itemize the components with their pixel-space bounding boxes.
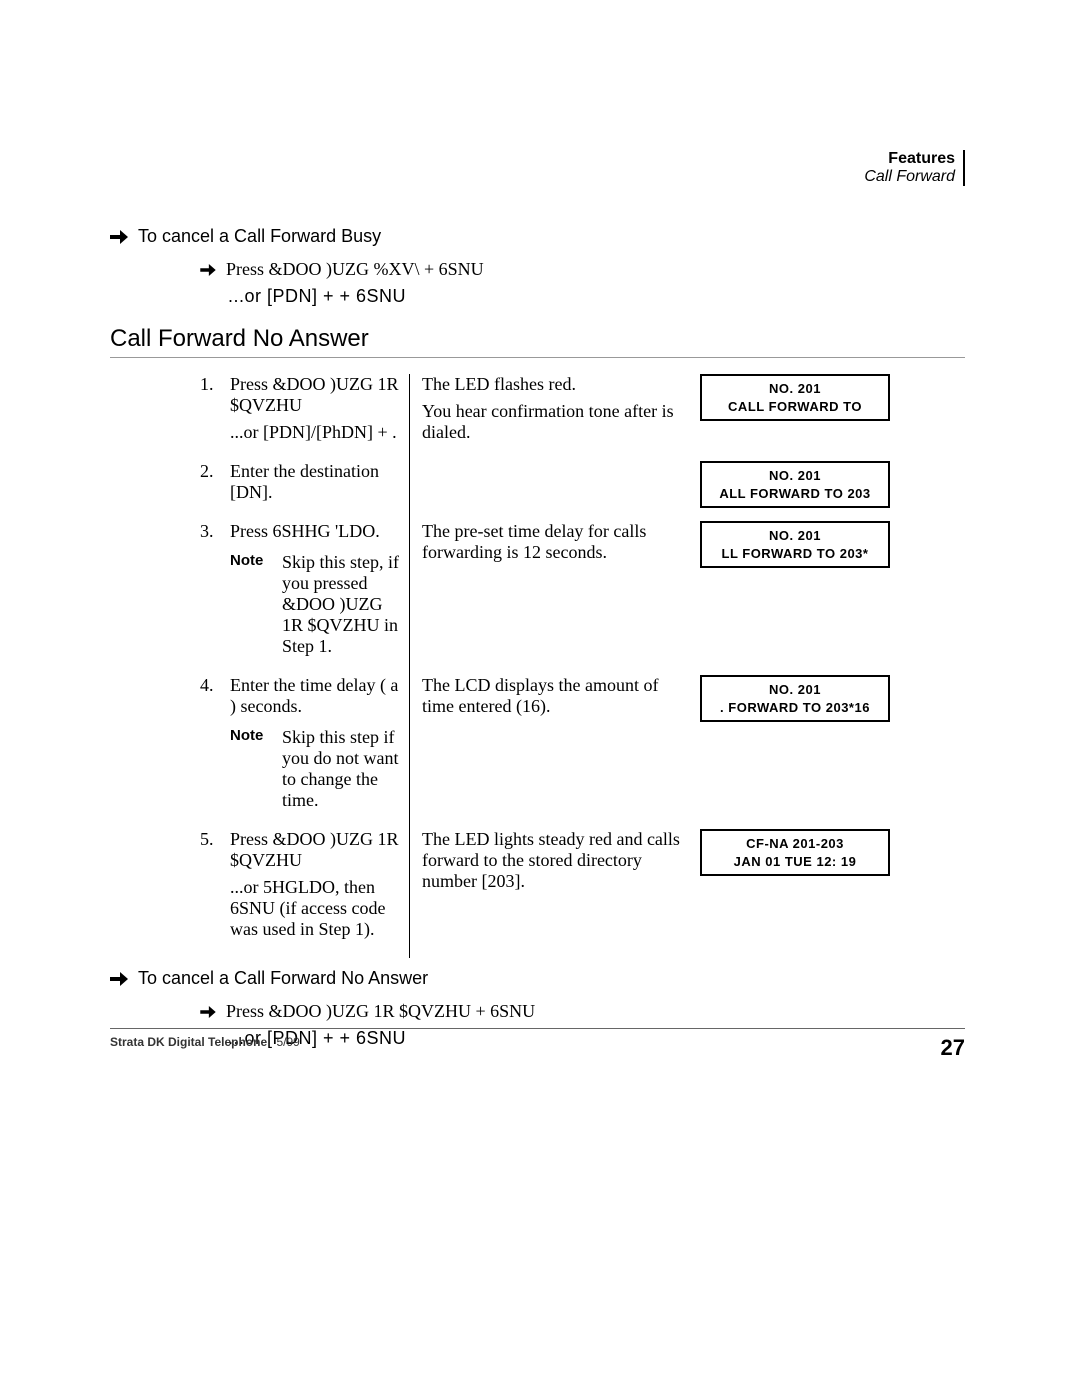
step-5-action-b: ...or 5HGLDO, then 6SNU (if access code … <box>230 877 399 940</box>
step-4-note-text: Skip this step if you do not want to cha… <box>282 727 399 811</box>
cancel-na-step: Press &DOO )UZG 1R $QVZHU + 6SNU <box>200 1001 965 1022</box>
step-3-note-text: Skip this step, if you pressed &DOO )UZG… <box>282 552 399 657</box>
step-4-result: The LCD displays the amount of time ente… <box>410 675 690 735</box>
step-1-num: 1. <box>200 374 230 395</box>
arrow-icon <box>110 972 128 986</box>
page-header: Features Call Forward <box>110 150 965 186</box>
step-4-note: Note Skip this step if you do not want t… <box>230 727 399 811</box>
step-3: 3. Press 6SHHG 'LDO. Note Skip this step… <box>200 521 960 675</box>
step-5-result: The LED lights steady red and calls forw… <box>410 829 690 910</box>
step-5-action-a: Press &DOO )UZG 1R $QVZHU <box>230 829 399 871</box>
footer-product: Strata DK Digital Telephone <box>110 1035 267 1049</box>
step-2-result <box>410 461 690 479</box>
step-4: 4. Enter the time delay ( a ) seconds. N… <box>200 675 960 829</box>
lcd-display-2: NO. 201 ALL FORWARD TO 203 <box>700 461 890 508</box>
step-3-action: Press 6SHHG 'LDO. Note Skip this step, i… <box>230 521 410 675</box>
step-3-action-text: Press 6SHHG 'LDO. <box>230 521 380 541</box>
steps-table: 1. Press &DOO )UZG 1R $QVZHU ...or [PDN]… <box>200 374 960 958</box>
step-4-action: Enter the time delay ( a ) seconds. Note… <box>230 675 410 829</box>
footer-date: 5/99 <box>276 1035 299 1049</box>
lcd-display-1: NO. 201 CALL FORWARD TO <box>700 374 890 421</box>
step-1-result-b: You hear confirmation tone after is dial… <box>422 401 680 443</box>
step-3-num: 3. <box>200 521 230 542</box>
step-1-action-b: ...or [PDN]/[PhDN] + . <box>230 422 399 443</box>
step-3-note: Note Skip this step, if you pressed &DOO… <box>230 552 399 657</box>
lcd-display-5: CF-NA 201-203 JAN 01 TUE 12: 19 <box>700 829 890 876</box>
step-1-action-a: Press &DOO )UZG 1R $QVZHU <box>230 374 399 416</box>
note-label: Note <box>230 727 270 744</box>
lcd-display-3: NO. 201 LL FORWARD TO 203* <box>700 521 890 568</box>
step-4-num: 4. <box>200 675 230 696</box>
header-subtitle: Call Forward <box>110 168 955 186</box>
step-2: 2. Enter the destination [DN]. NO. 201 A… <box>200 461 960 521</box>
step-2-action: Enter the destination [DN]. <box>230 461 410 521</box>
step-3-result: The pre-set time delay for calls forward… <box>410 521 690 581</box>
heading-cancel-busy: To cancel a Call Forward Busy <box>110 226 965 247</box>
cancel-busy-press: Press &DOO )UZG %XV\ + 6SNU <box>226 259 484 280</box>
section-title: Call Forward No Answer <box>110 325 965 358</box>
step-4-action-text: Enter the time delay ( a ) seconds. <box>230 675 398 716</box>
heading-cancel-na-text: To cancel a Call Forward No Answer <box>138 968 428 989</box>
page-number: 27 <box>941 1035 965 1061</box>
page-footer: Strata DK Digital Telephone 5/99 27 <box>110 1028 965 1061</box>
cancel-busy-or: ...or [PDN] + + 6SNU <box>228 286 965 307</box>
step-5-num: 5. <box>200 829 230 850</box>
heading-cancel-busy-text: To cancel a Call Forward Busy <box>138 226 381 247</box>
footer-left: Strata DK Digital Telephone 5/99 <box>110 1035 300 1061</box>
step-5-action: Press &DOO )UZG 1R $QVZHU ...or 5HGLDO, … <box>230 829 410 958</box>
arrow-icon <box>110 230 128 244</box>
arrow-icon <box>200 264 216 276</box>
arrow-icon <box>200 1006 216 1018</box>
note-label: Note <box>230 552 270 569</box>
step-2-num: 2. <box>200 461 230 482</box>
step-1: 1. Press &DOO )UZG 1R $QVZHU ...or [PDN]… <box>200 374 960 461</box>
step-5: 5. Press &DOO )UZG 1R $QVZHU ...or 5HGLD… <box>200 829 960 958</box>
cancel-busy-step: Press &DOO )UZG %XV\ + 6SNU <box>200 259 965 280</box>
cancel-na-press: Press &DOO )UZG 1R $QVZHU + 6SNU <box>226 1001 535 1022</box>
step-1-action: Press &DOO )UZG 1R $QVZHU ...or [PDN]/[P… <box>230 374 410 461</box>
step-1-result: The LED flashes red. You hear confirmati… <box>410 374 690 461</box>
step-1-result-a: The LED flashes red. <box>422 374 680 395</box>
lcd-display-4: NO. 201 . FORWARD TO 203*16 <box>700 675 890 722</box>
header-title: Features <box>110 150 955 168</box>
heading-cancel-na: To cancel a Call Forward No Answer <box>110 968 965 989</box>
